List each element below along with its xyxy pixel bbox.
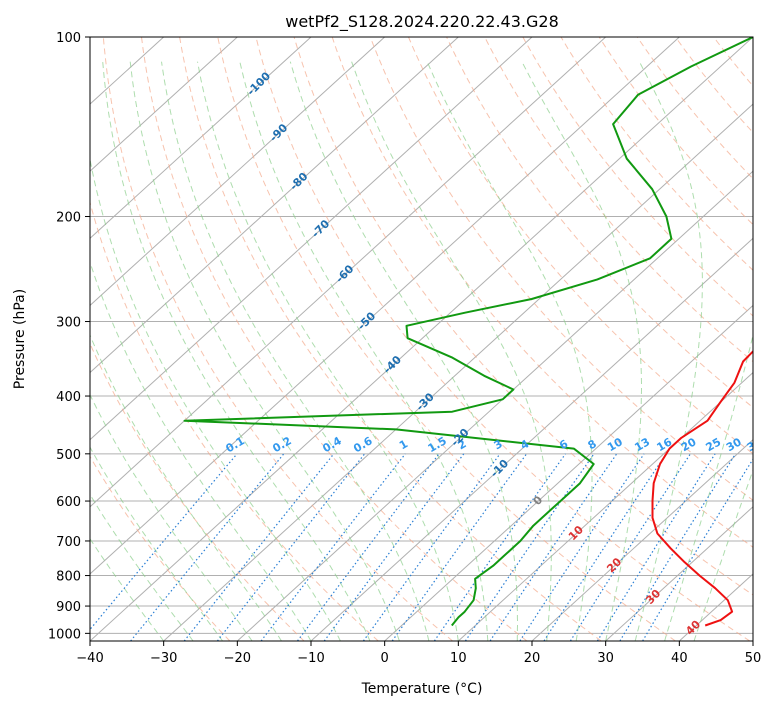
y-tick-label: 100 xyxy=(56,31,81,46)
x-tick-label: 10 xyxy=(450,651,467,666)
y-tick-label: 200 xyxy=(56,211,81,226)
x-tick-label: −30 xyxy=(150,651,177,666)
x-tick-label: −20 xyxy=(224,651,251,666)
y-axis-label: Pressure (hPa) xyxy=(12,289,28,389)
x-tick-label: 50 xyxy=(745,651,762,666)
x-tick-label: 30 xyxy=(597,651,614,666)
y-tick-label: 300 xyxy=(56,316,81,331)
x-tick-label: −40 xyxy=(76,651,103,666)
y-tick-label: 700 xyxy=(56,535,81,550)
y-tick-label: 400 xyxy=(56,390,81,405)
x-tick-label: 0 xyxy=(381,651,389,666)
x-tick-label: −10 xyxy=(297,651,324,666)
y-tick-label: 900 xyxy=(56,600,81,615)
x-tick-label: 40 xyxy=(671,651,688,666)
y-tick-label: 800 xyxy=(56,570,81,585)
chart-title: wetPf2_S128.2024.220.22.43.G28 xyxy=(285,12,559,32)
y-tick-label: 500 xyxy=(56,448,81,463)
y-tick-label: 600 xyxy=(56,495,81,510)
x-axis-label: Temperature (°C) xyxy=(361,681,483,697)
x-tick-label: 20 xyxy=(524,651,541,666)
y-tick-label: 1000 xyxy=(48,627,81,642)
